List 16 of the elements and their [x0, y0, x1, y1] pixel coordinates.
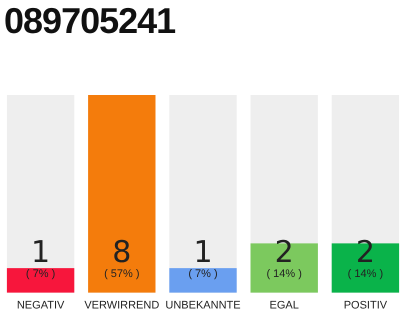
data-label: 8 — [112, 234, 132, 270]
annotation: ( 57% ) — [104, 268, 140, 280]
x-tick-label: VERWIRREND — [84, 299, 160, 312]
annotation: ( 14% ) — [266, 268, 302, 280]
x-tick-label: UNBEKANNTE — [165, 299, 241, 312]
x-tick-label: EGAL — [270, 299, 299, 312]
chart-title: 089705241 — [4, 0, 176, 42]
annotation: ( 14% ) — [348, 268, 384, 280]
annotation: ( 7% ) — [188, 268, 218, 280]
data-label: 1 — [193, 234, 213, 270]
x-tick-label: NEGATIV — [16, 299, 65, 312]
data-label: 2 — [356, 234, 375, 270]
annotation: ( 7% ) — [26, 268, 56, 280]
x-tick-label: POSITIV — [344, 299, 388, 312]
data-label: 2 — [274, 234, 294, 270]
data-label: 1 — [31, 234, 50, 270]
